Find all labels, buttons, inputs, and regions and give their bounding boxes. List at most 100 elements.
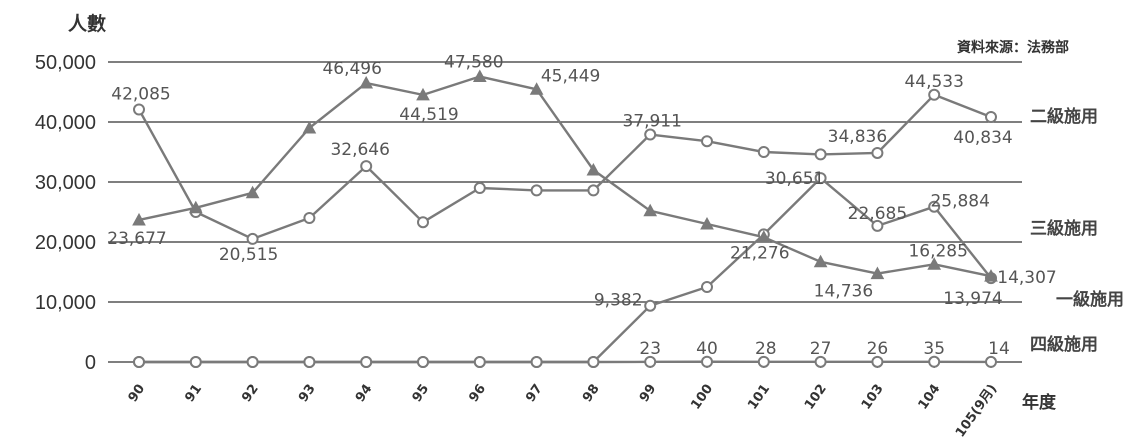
data-point-triangle [416,87,430,101]
y-tick-label: 40,000 [35,112,96,134]
y-tick-label: 20,000 [35,232,96,254]
y-tick-label: 10,000 [35,292,96,314]
data-label: 22,685 [848,204,907,224]
data-point-circle [985,355,997,368]
data-point-circle [814,355,827,368]
data-label: 40 [696,339,718,359]
data-label: 27 [810,339,832,359]
data-label: 20,515 [219,245,278,265]
data-label: 47,580 [444,53,503,73]
series-name-label: 一級施用 [1056,289,1124,310]
x-tick-label: 93 [296,382,319,405]
data-point-triangle [188,200,203,214]
data-label: 44,519 [399,105,458,125]
data-label: 44,533 [904,72,963,92]
data-point-circle [530,184,543,197]
data-point-circle [871,355,884,368]
data-point-triangle [643,203,658,217]
data-point-circle [133,103,145,116]
data-point-triangle [700,216,714,230]
data-label: 42,085 [111,84,170,104]
data-label: 16,285 [908,241,967,261]
data-label: 45,449 [541,66,600,86]
data-point-circle [701,355,713,368]
data-point-circle [303,356,316,368]
data-point-circle [417,356,429,368]
data-label: 32,646 [330,140,389,160]
data-point-triangle [870,266,885,280]
data-point-circle [417,216,429,229]
series-name-label: 三級施用 [1030,218,1098,239]
data-point-triangle [245,185,260,199]
x-tick-label: 102 [802,382,830,413]
x-axis-ticks: 90 91 92 93 94 95 96 97 98 99 100 101 102 103 104 105(9… [126,362,1000,439]
x-tick-label: 97 [523,382,546,405]
data-point-circle [189,356,202,368]
data-point-circle [360,356,373,368]
data-label: 28 [755,339,777,359]
x-tick-label: 105(9月) [953,382,1000,439]
data-point-triangle [586,162,601,176]
data-point-circle [985,110,997,123]
series-line [138,75,992,278]
data-label: 23 [639,339,661,359]
data-point-circle [530,356,543,368]
x-tick-label: 94 [353,382,376,405]
data-point-triangle [359,75,374,89]
data-point-circle [644,299,657,312]
data-point-circle [246,232,259,245]
y-tick-label: 50,000 [35,52,96,74]
data-label: 9,382 [594,291,643,311]
data-point-triangle [756,230,771,243]
data-point-circle [587,184,600,197]
data-point-triangle [927,257,942,270]
data-point-circle [587,356,600,368]
data-point-circle [814,148,827,161]
y-tick-label: 0 [85,352,96,374]
data-point-circle [473,356,486,368]
x-axis-title: 年度 [1022,392,1057,413]
data-point-triangle [984,269,998,282]
data-point-circle [360,160,373,173]
data-label: 26 [867,339,889,359]
data-label: 14 [988,339,1010,359]
data-label: 23,677 [107,229,166,249]
x-tick-label: 100 [688,382,716,413]
y-tick-label: 30,000 [35,172,96,194]
x-tick-label: 101 [745,382,773,413]
x-tick-label: 98 [580,382,603,405]
data-label: 34,836 [828,127,887,147]
data-label: 40,834 [953,128,1012,148]
y-axis-ticks: 0 10,000 20,000 30,000 40,000 50,000 [35,52,96,374]
data-point-circle [701,135,713,148]
data-point-circle [644,128,657,141]
data-label: 25,884 [930,192,989,212]
data-labels: 42,085 20,515 32,646 37,911 34,836 44,533 40,8… [107,53,1056,359]
data-point-circle [757,355,770,368]
data-point-circle [871,146,884,159]
data-point-circle [701,281,713,293]
data-point-circle [871,219,884,232]
data-label: 30,651 [765,169,824,189]
source-note: 資料來源：法務部 [957,39,1069,56]
data-label: 37,911 [622,112,681,132]
x-tick-label: 92 [239,382,262,405]
series-lines [137,75,992,364]
data-point-circle [928,200,941,213]
series-name-label: 四級施用 [1030,334,1098,355]
series-markers [132,69,998,368]
data-point-triangle [302,120,317,134]
data-point-circle [814,172,827,185]
data-label: 14,307 [997,268,1056,288]
series-line [137,93,992,241]
y-axis-title: 人數 [68,13,106,35]
data-point-circle [303,212,316,224]
data-point-triangle [472,69,487,83]
data-point-circle [928,88,941,101]
series-name-label: 二級施用 [1030,106,1098,127]
data-label: 13,974 [943,289,1002,309]
data-label: 21,276 [730,243,789,263]
data-point-circle [246,356,259,368]
